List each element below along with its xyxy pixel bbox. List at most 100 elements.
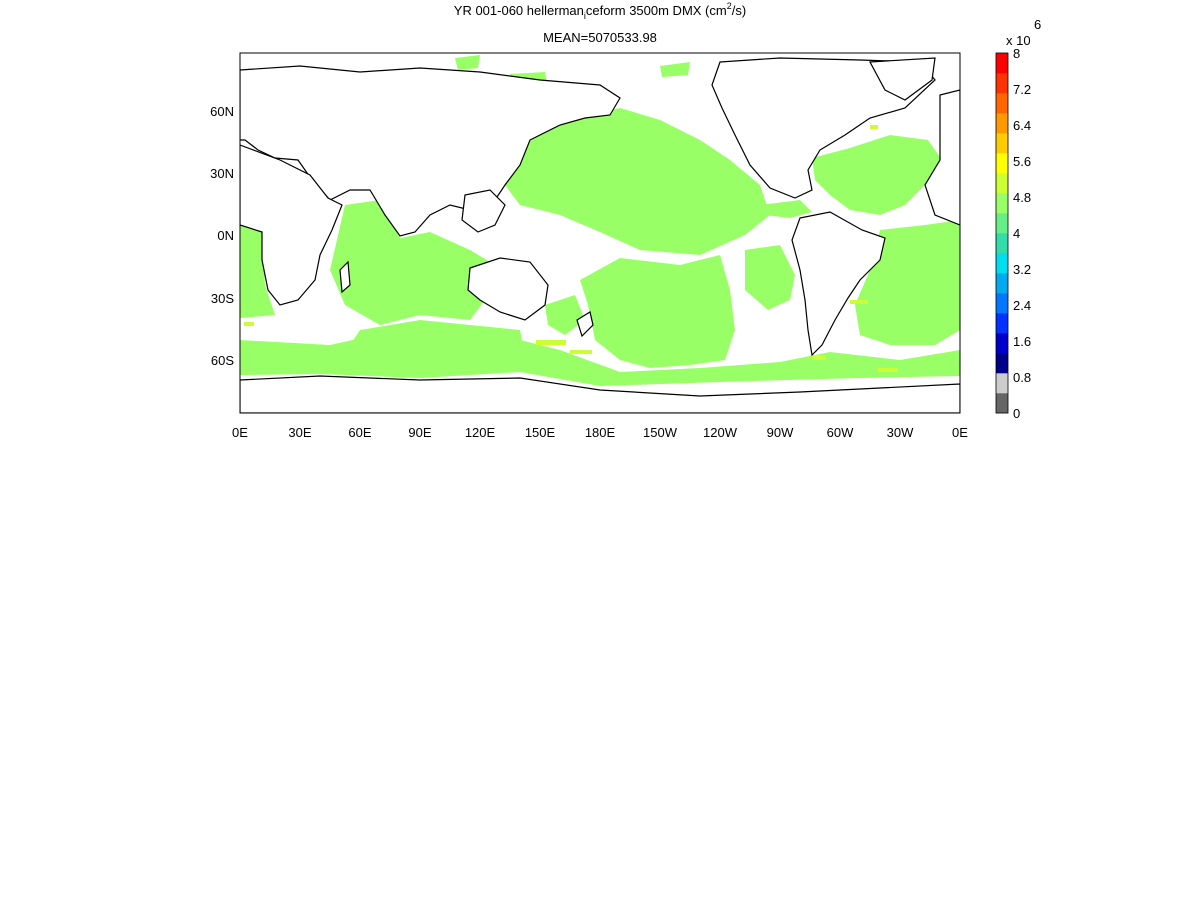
new-zealand [576, 311, 594, 338]
chart-title: YR 001-060 hellermaniceform 3500m DMX (c… [454, 1, 746, 21]
colorbar-label-6: 4.8 [1013, 190, 1031, 205]
colorbar-frame [995, 52, 1009, 414]
europe-west-edge [924, 89, 960, 226]
south-indian [350, 320, 525, 355]
svg-text:30W: 30W [887, 425, 914, 440]
cell-5 [244, 322, 254, 326]
colorbar-swatch-12 [996, 153, 1008, 174]
x-tick-6: 180E [585, 425, 616, 440]
x-tick-11: 30W [887, 425, 914, 440]
colorbar-swatch-7 [996, 253, 1008, 274]
svg-text:120E: 120E [465, 425, 496, 440]
madagascar [339, 260, 351, 294]
x-tick-12: 0E [952, 425, 968, 440]
svg-text:180E: 180E [585, 425, 616, 440]
colorbar-label-1: 0.8 [1013, 370, 1031, 385]
x-tick-4: 120E [465, 425, 496, 440]
y-tick-60n: 60N [210, 104, 234, 119]
arctic-patch-2 [660, 62, 690, 77]
y-tick-30n: 30N [210, 166, 234, 181]
north-pacific [505, 108, 770, 255]
x-tick-8: 120W [703, 425, 738, 440]
colorbar-swatch-8 [996, 233, 1008, 254]
land-masses [240, 57, 960, 413]
title-subscript: i [584, 11, 586, 21]
title-part-1: YR 001-060 hellerman [454, 3, 584, 18]
map-frame [239, 52, 961, 414]
antarctica [240, 375, 960, 413]
colorbar-exponent: 6 [1034, 17, 1041, 32]
svg-text:150E: 150E [525, 425, 556, 440]
colorbar-label-2: 1.6 [1013, 334, 1031, 349]
chart-subtitle: MEAN=5070533.98 [543, 30, 657, 45]
colorbar-label-5: 4 [1013, 226, 1020, 241]
colorbar-swatch-11 [996, 173, 1008, 194]
cell-3 [812, 355, 826, 360]
north-atlantic [812, 135, 942, 215]
svg-text:0E: 0E [232, 425, 248, 440]
colorbar-swatch-1 [996, 373, 1008, 394]
x-tick-2: 60E [348, 425, 371, 440]
x-tick-1: 30E [288, 425, 311, 440]
colorbar-label-3: 2.4 [1013, 298, 1031, 313]
colorbar-labels: 0 0.8 1.6 2.4 3.2 4 4.8 5.6 6.4 7.2 8 [1013, 46, 1031, 421]
y-tick-60s: 60S [211, 353, 234, 368]
svg-text:150W: 150W [643, 425, 678, 440]
high-value-cells [244, 125, 898, 372]
map-area [240, 53, 960, 413]
x-tick-10: 60W [827, 425, 854, 440]
caribbean [760, 200, 812, 218]
colorbar-label-7: 5.6 [1013, 154, 1031, 169]
colorbar-swatch-14 [996, 113, 1008, 134]
ocean-field [240, 55, 960, 386]
colorbar-swatch-17 [996, 53, 1008, 74]
cell-7 [878, 368, 898, 372]
colorbar: x 10 6 0 0.8 1.6 2.4 3.2 4 4.8 5.6 6.4 7.2 8 [995, 17, 1041, 421]
colorbar-swatch-0 [996, 393, 1008, 414]
cell-2 [570, 350, 592, 354]
colorbar-swatch-10 [996, 193, 1008, 214]
colorbar-swatches [996, 53, 1008, 414]
colorbar-multiplier-prefix: x 10 [1006, 33, 1031, 48]
cell-6 [870, 125, 878, 129]
x-tick-5: 150E [525, 425, 556, 440]
x-axis: 0E 30E 60E 90E 120E 150E 180E 150W 120W … [232, 425, 968, 440]
x-tick-3: 90E [408, 425, 431, 440]
colorbar-multiplier: x 10 [1006, 33, 1031, 48]
colorbar-label-8: 6.4 [1013, 118, 1031, 133]
west-indian-ocean [240, 225, 275, 318]
australia [467, 257, 549, 321]
south-america [791, 211, 886, 357]
svg-text:90E: 90E [408, 425, 431, 440]
colorbar-label-0: 0 [1013, 406, 1020, 421]
colorbar-swatch-13 [996, 133, 1008, 154]
cell-1 [536, 340, 566, 345]
x-tick-0: 0E [232, 425, 248, 440]
east-south-pacific [745, 245, 795, 310]
x-tick-9: 90W [767, 425, 794, 440]
y-axis: 60N 30N 0N 30S 60S [210, 104, 234, 368]
colorbar-label-10: 8 [1013, 46, 1020, 61]
x-tick-7: 150W [643, 425, 678, 440]
cell-4 [850, 300, 868, 304]
title-part-3: /s) [732, 3, 746, 18]
south-pacific [580, 255, 735, 368]
colorbar-label-9: 7.2 [1013, 82, 1031, 97]
colorbar-swatch-3 [996, 333, 1008, 354]
y-tick-0n: 0N [217, 228, 234, 243]
arctic-patch-1 [455, 55, 480, 70]
greenland [869, 57, 936, 101]
colorbar-swatch-9 [996, 213, 1008, 234]
colorbar-swatch-16 [996, 73, 1008, 94]
title-superscript: 2 [727, 1, 732, 11]
colorbar-swatch-5 [996, 293, 1008, 314]
svg-text:0E: 0E [952, 425, 968, 440]
tasman-sea [545, 295, 585, 335]
svg-text:120W: 120W [703, 425, 738, 440]
indian-ocean [330, 200, 495, 325]
colorbar-swatch-4 [996, 313, 1008, 334]
svg-text:90W: 90W [767, 425, 794, 440]
colorbar-label-4: 3.2 [1013, 262, 1031, 277]
svg-text:30E: 30E [288, 425, 311, 440]
